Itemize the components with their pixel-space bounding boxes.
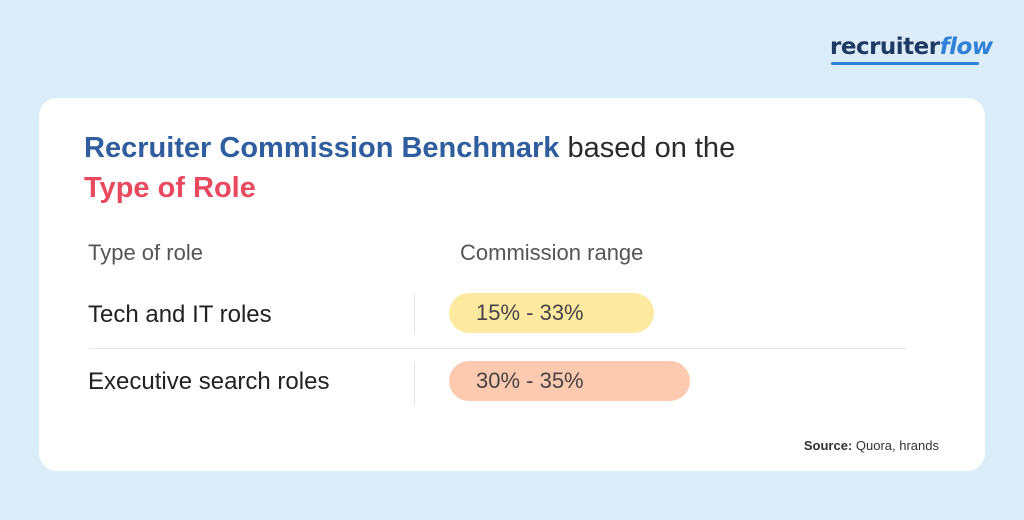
benchmark-card: Recruiter Commission Benchmark based on … (39, 98, 985, 471)
title-role-type: Type of Role (84, 172, 256, 204)
title-highlight: Recruiter Commission Benchmark (84, 132, 560, 164)
logo-text-recruiter: recruiter (830, 34, 940, 60)
row-label-executive: Executive search roles (88, 368, 330, 395)
card-title: Recruiter Commission Benchmark based on … (84, 128, 884, 208)
brand-logo: recruiterflow (830, 34, 993, 60)
column-header-commission: Commission range (460, 240, 644, 265)
row-divider-vertical (414, 294, 415, 334)
row-divider-horizontal (89, 348, 907, 349)
row-label-tech: Tech and IT roles (88, 301, 272, 328)
row-divider-vertical (414, 362, 415, 405)
source-note: Source: Quora, hrands (804, 438, 939, 453)
source-text: Quora, hrands (852, 438, 939, 453)
commission-pill-tech: 15% - 33% (449, 293, 654, 333)
source-label: Source: (803, 438, 853, 453)
commission-pill-executive: 30% - 35% (449, 361, 690, 401)
logo-text-flow: flow (939, 34, 993, 60)
logo-underline (831, 62, 979, 65)
title-middle: based on the (559, 132, 736, 164)
column-header-role: Type of role (88, 240, 203, 265)
